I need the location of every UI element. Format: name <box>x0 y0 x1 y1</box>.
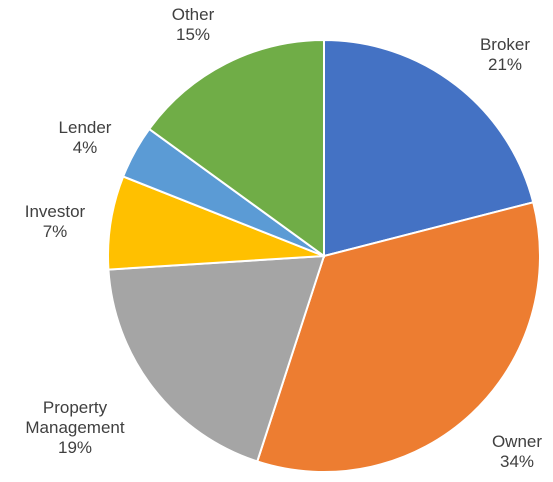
category-label: Investor <box>24 202 86 221</box>
slice-label: Other 15% <box>153 5 233 45</box>
pie-slice <box>107 254 326 463</box>
category-label: Lender <box>58 118 112 137</box>
value-label: 7% <box>42 222 68 241</box>
value-label: 15% <box>175 25 211 44</box>
category-label: Broker <box>479 35 531 54</box>
slice-label: Owner 34% <box>477 432 553 472</box>
value-label: 19% <box>57 438 93 457</box>
slice-label: Broker 21% <box>465 35 545 75</box>
category-label: Property Management <box>25 398 125 437</box>
value-label: 4% <box>72 138 98 157</box>
pie-slice <box>255 201 541 473</box>
pie-slice <box>147 38 325 258</box>
value-label: 34% <box>499 452 535 471</box>
slice-label: Lender 4% <box>45 118 125 158</box>
slice-label: Property Management 19% <box>10 398 140 458</box>
category-label: Owner <box>491 432 543 451</box>
pie-slice <box>323 38 535 258</box>
slice-label: Investor 7% <box>10 202 100 242</box>
value-label: 21% <box>487 55 523 74</box>
category-label: Other <box>171 5 215 24</box>
